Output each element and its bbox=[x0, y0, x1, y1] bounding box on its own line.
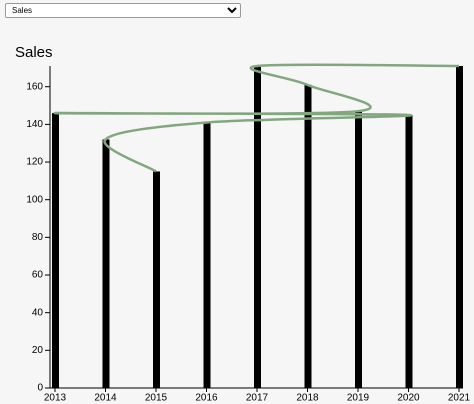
y-tick-label: 100 bbox=[26, 194, 43, 205]
bar bbox=[203, 122, 211, 389]
bar bbox=[304, 84, 312, 388]
y-tick-label: 40 bbox=[32, 307, 44, 318]
chart-title: Sales bbox=[15, 44, 53, 61]
y-tick-label: 80 bbox=[32, 232, 44, 243]
line bbox=[53, 63, 460, 173]
x-tick-label: 2020 bbox=[397, 393, 420, 404]
bar bbox=[52, 113, 59, 389]
x-tick-label: 2015 bbox=[145, 393, 168, 404]
bar bbox=[405, 114, 413, 389]
y-tick-label: 120 bbox=[26, 157, 43, 168]
y-tick-label: 0 bbox=[37, 383, 43, 394]
bar bbox=[102, 139, 110, 388]
y-tick-label: 60 bbox=[32, 270, 44, 281]
bar bbox=[153, 171, 160, 388]
x-tick-label: 2013 bbox=[44, 393, 67, 404]
x-tick-label: 2014 bbox=[94, 393, 117, 404]
y-tick-label: 160 bbox=[26, 81, 43, 92]
x-tick-label: 2019 bbox=[347, 393, 370, 404]
metric-select[interactable]: Sales bbox=[5, 3, 241, 18]
x-tick-label: 2017 bbox=[246, 393, 269, 404]
y-tick-label: 20 bbox=[32, 345, 44, 356]
x-tick-label: 2018 bbox=[296, 393, 319, 404]
x-tick-label: 2016 bbox=[195, 393, 218, 404]
x-tick-label: 2021 bbox=[448, 393, 471, 404]
bar bbox=[254, 66, 261, 388]
bar bbox=[355, 111, 362, 388]
y-tick-label: 140 bbox=[26, 119, 43, 130]
bar bbox=[456, 66, 463, 388]
